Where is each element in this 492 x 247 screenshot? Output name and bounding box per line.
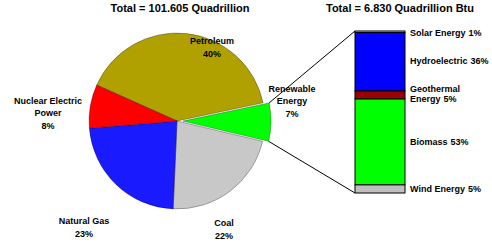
bar-label: GeothermalEnergy — [410, 84, 460, 104]
bar-segment — [355, 185, 405, 193]
pie-label: Petroleum — [190, 36, 234, 46]
pie-value-label: 23% — [75, 229, 93, 239]
bar-value-label: 5% — [444, 94, 457, 104]
pie-label: Renewable Energy — [268, 84, 315, 106]
pie-label: Coal — [214, 218, 234, 228]
pie-value-label: 8% — [41, 121, 54, 131]
pie-slice — [173, 121, 262, 209]
pie-label-line: Renewable — [268, 84, 315, 94]
pie-slices — [89, 33, 271, 209]
bar-label-line: Biomass — [410, 137, 448, 147]
bar-label: Hydroelectric — [410, 56, 468, 66]
pie-label-line: Nuclear Electric — [14, 96, 82, 106]
pie-value-label: 40% — [203, 49, 221, 59]
pie-label-line: Natural Gas — [59, 216, 110, 226]
pie-slice — [89, 85, 177, 128]
bar-label: Wind Energy — [410, 184, 465, 194]
pie-label-line: Power — [34, 108, 62, 118]
bar-segment — [355, 91, 405, 99]
bar-title: Total = 6.830 Quadrillion Btu — [326, 2, 474, 14]
bar-label-line: Energy — [410, 94, 441, 104]
bar-segments — [355, 31, 405, 193]
zoom-line — [269, 31, 355, 103]
pie-label-line: Energy — [277, 96, 308, 106]
bar-label-line: Geothermal — [410, 84, 460, 94]
pie-label-line: Coal — [214, 218, 234, 228]
bar-value-label: 53% — [451, 137, 469, 147]
pie-label-line: Petroleum — [190, 36, 234, 46]
bar-label-line: Wind Energy — [410, 184, 465, 194]
chart: Total = 101.605 Quadrillion Petroleum 40% R… — [0, 0, 492, 247]
bar-value-label: 1% — [469, 28, 482, 38]
zoom-line — [269, 141, 355, 193]
bar-label: Solar Energy — [410, 28, 466, 38]
pie-slice — [89, 121, 177, 209]
bar-label-line: Solar Energy — [410, 28, 466, 38]
bar-label: Biomass — [410, 137, 448, 147]
bar-value-label: 5% — [468, 184, 481, 194]
pie-label: Natural Gas — [59, 216, 110, 226]
pie-value-label: 22% — [215, 231, 233, 241]
bar-segment — [355, 99, 405, 185]
pie-label: Nuclear Electric Power — [14, 96, 82, 118]
bar-segment — [355, 33, 405, 91]
bar-value-label: 36% — [471, 56, 489, 66]
pie-value-label: 7% — [285, 109, 298, 119]
bar-label-line: Hydroelectric — [410, 56, 468, 66]
pie-title: Total = 101.605 Quadrillion — [111, 2, 250, 14]
